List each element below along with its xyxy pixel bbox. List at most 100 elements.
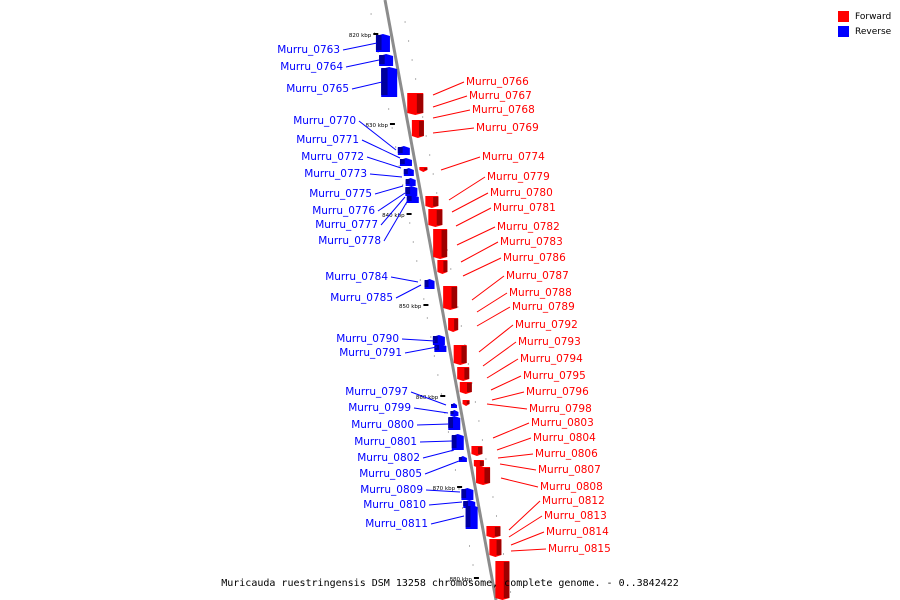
forward-gene-block [419, 167, 428, 172]
gene-label: Murru_0797 [345, 386, 408, 398]
gene-label: Murru_0774 [482, 151, 545, 163]
legend-reverse-label: Reverse [855, 26, 892, 37]
gene-shade [405, 179, 410, 184]
gene-label: Murru_0776 [312, 205, 375, 217]
scale-label: 880 kbp [450, 577, 473, 583]
leader-line [510, 548, 547, 552]
gene-blocks [375, 34, 510, 600]
gene-label: Murru_0778 [318, 235, 381, 247]
forward-gene-block [433, 229, 448, 259]
gene-label: Murru_0798 [529, 403, 592, 415]
leader-line [361, 139, 401, 159]
leader-line [432, 127, 475, 134]
reverse-gene-block [375, 34, 390, 52]
leader-line [462, 257, 502, 277]
forward-gene-block [448, 318, 459, 332]
gene-label: Murru_0809 [360, 484, 423, 496]
leader-line [492, 422, 530, 439]
forward-gene-block [473, 460, 484, 468]
reverse-gene-block [403, 168, 414, 176]
gene-label: Murru_0763 [277, 44, 340, 56]
leader-line [432, 81, 465, 96]
gene-shade [375, 35, 382, 50]
reverse-gene-block [397, 146, 410, 155]
scale-label: 820 kbp [349, 33, 372, 39]
leader-line [476, 292, 508, 313]
gene-label: Murru_0786 [503, 252, 566, 264]
gene-shade [496, 540, 502, 555]
leader-line [455, 207, 492, 227]
leader-line [383, 199, 409, 242]
gene-label: Murru_0769 [476, 122, 539, 134]
leader-line [496, 437, 532, 451]
gene-label: Murru_0767 [469, 90, 532, 102]
gene-label: Murru_0801 [354, 436, 417, 448]
gene-shade [464, 368, 470, 379]
reverse-swatch [838, 26, 849, 37]
leader-line [476, 306, 511, 327]
forward-gene-block [443, 286, 458, 310]
gene-label: Murru_0808 [540, 481, 603, 493]
gene-shade [465, 506, 471, 527]
gene-label: Murru_0768 [472, 104, 535, 116]
reverse-gene-block [405, 186, 418, 196]
caption: Muricauda ruestringensis DSM 13258 chrom… [221, 578, 679, 589]
leader-line [401, 338, 436, 342]
gene-label: Murru_0775 [309, 188, 372, 200]
leader-line [471, 275, 505, 301]
gene-label: Murru_0771 [296, 134, 359, 146]
reverse-gene-block [458, 456, 467, 462]
gene-label: Murru_0765 [286, 83, 349, 95]
leader-line [478, 324, 514, 353]
gene-label: Murru_0810 [363, 499, 426, 511]
legend-reverse: Reverse [838, 24, 900, 39]
leader-line [508, 500, 541, 531]
leader-line [351, 81, 383, 90]
reverse-gene-block [448, 416, 461, 430]
leader-line [404, 346, 438, 354]
leader-line [500, 477, 539, 488]
forward-gene-block [459, 382, 472, 394]
gene-shade [454, 319, 459, 330]
gene-label: Murru_0800 [351, 419, 414, 431]
gene-shade [443, 261, 448, 272]
gene-shade [397, 147, 403, 153]
legend-forward: Forward [838, 9, 900, 24]
gene-label: Murru_0785 [330, 292, 393, 304]
forward-swatch [838, 11, 849, 22]
forward-gene-block [437, 260, 448, 274]
gene-label: Murru_0791 [339, 347, 402, 359]
gene-shade [399, 159, 405, 164]
leader-line [497, 453, 534, 459]
leader-line [499, 463, 537, 471]
leader-line [448, 176, 486, 201]
leader-line [432, 109, 471, 119]
forward-gene-block [407, 93, 424, 115]
minor-ticks [370, 13, 512, 593]
gene-label: Murru_0802 [357, 452, 420, 464]
reverse-gene-block [465, 505, 478, 529]
gene-label: Murru_0764 [280, 61, 343, 73]
gene-shade [478, 447, 483, 454]
forward-gene-block [471, 446, 483, 456]
gene-label: Murru_0781 [493, 202, 556, 214]
gene-label: Murru_0792 [515, 319, 578, 331]
gene-shade [458, 457, 463, 460]
gene-shade [381, 68, 388, 95]
gene-label: Murru_0795 [523, 370, 586, 382]
reverse-gene-block [399, 158, 412, 166]
gene-label: Murru_0803 [531, 417, 594, 429]
gene-shade [403, 169, 408, 174]
gene-label: Murru_0790 [336, 333, 399, 345]
gene-shade [479, 461, 484, 466]
leader-line [428, 501, 463, 506]
leader-line [419, 440, 453, 443]
forward-gene-block [428, 209, 443, 227]
gene-label: Murru_0772 [301, 151, 364, 163]
leader-line [491, 391, 525, 401]
gene-shade [463, 501, 469, 506]
label-leaders [342, 42, 547, 552]
gene-shade [503, 562, 510, 598]
gene-shade [451, 404, 454, 406]
forward-gene-block [453, 345, 467, 365]
